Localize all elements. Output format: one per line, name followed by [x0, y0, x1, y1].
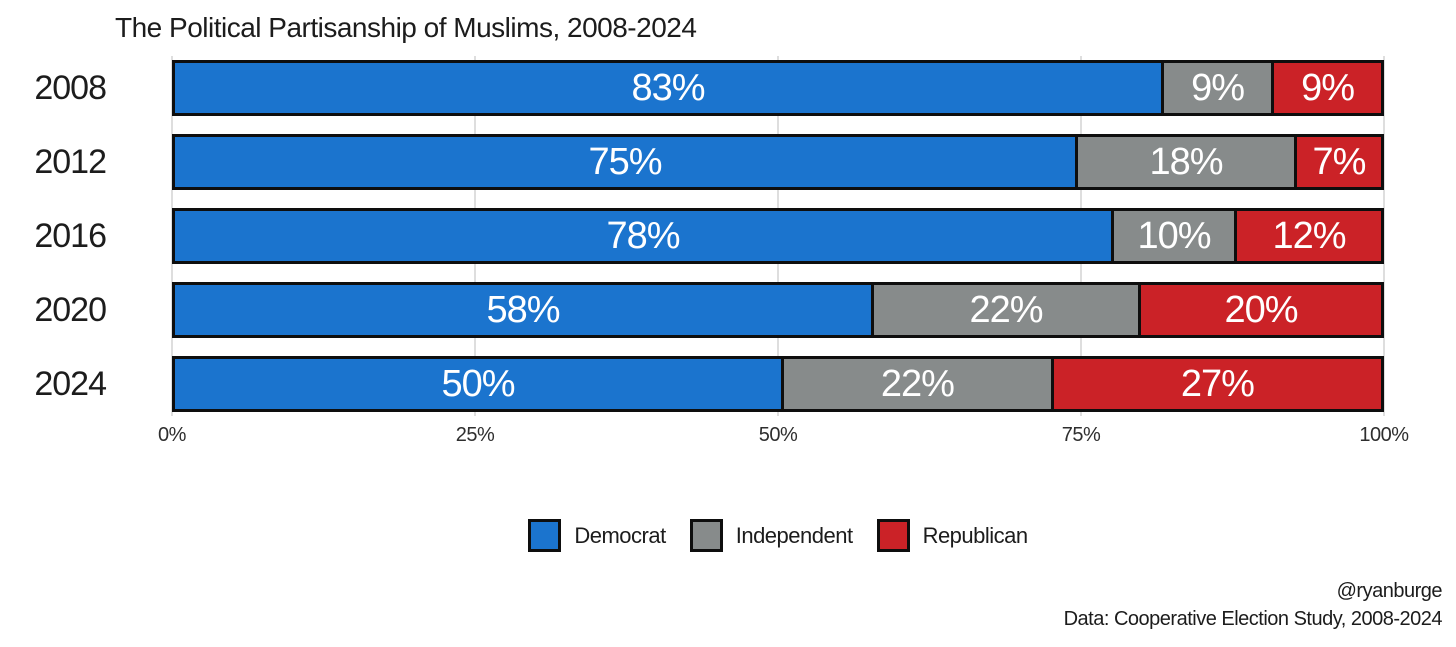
footer-source: Data: Cooperative Election Study, 2008-2…: [1063, 608, 1443, 630]
segment-value-label: 27%: [1180, 362, 1255, 405]
legend-label: Independent: [735, 522, 853, 548]
segment-value-label: 22%: [969, 288, 1043, 331]
segment-value-label: 22%: [880, 362, 955, 405]
legend-label: Democrat: [574, 522, 666, 548]
segment-democrat: 75%: [172, 134, 1078, 190]
legend-label: Republican: [922, 522, 1029, 548]
segment-independent: 10%: [1111, 208, 1237, 264]
segment-value-label: 18%: [1149, 140, 1223, 183]
stacked-bar: 75% 18% 7%: [172, 134, 1384, 190]
bar-row: 2008 83% 9% 9%: [0, 60, 1456, 116]
legend-item-republican: Republican: [876, 519, 1029, 552]
bar-row: 2012 75% 18% 7%: [0, 134, 1456, 190]
segment-value-label: 75%: [588, 140, 662, 183]
x-tick-label: 25%: [455, 424, 495, 446]
segment-republican: 7%: [1294, 134, 1384, 190]
bar-row: 2020 58% 22% 20%: [0, 282, 1456, 338]
legend-swatch-independent: [689, 519, 723, 552]
segment-value-label: 7%: [1312, 140, 1367, 183]
segment-democrat: 50%: [172, 356, 785, 412]
segment-republican: 20%: [1138, 282, 1384, 338]
legend-item-independent: Independent: [689, 519, 853, 552]
segment-value-label: 50%: [441, 362, 516, 405]
segment-independent: 22%: [871, 282, 1141, 338]
stacked-bar: 58% 22% 20%: [172, 282, 1384, 338]
year-label: 2020: [34, 290, 107, 329]
segment-republican: 27%: [1050, 356, 1384, 412]
segment-democrat: 83%: [172, 60, 1165, 116]
segment-independent: 18%: [1075, 134, 1297, 190]
segment-value-label: 78%: [606, 214, 680, 257]
chart-title: The Political Partisanship of Muslims, 2…: [115, 12, 697, 43]
bar-rows: 2008 83% 9% 9% 2012 75% 18% 7% 2016 78% 10% 12% 2020…: [0, 60, 1456, 430]
footer: @ryanburge Data: Cooperative Election St…: [1063, 577, 1443, 633]
legend-swatch-democrat: [528, 519, 562, 552]
segment-value-label: 9%: [1191, 66, 1245, 109]
segment-republican: 9%: [1271, 60, 1385, 116]
segment-value-label: 12%: [1272, 214, 1346, 257]
x-tick-label: 100%: [1359, 424, 1409, 446]
stacked-bar: 83% 9% 9%: [172, 60, 1385, 116]
segment-value-label: 10%: [1137, 214, 1211, 257]
segment-value-label: 20%: [1224, 288, 1298, 331]
legend-swatch-republican: [876, 519, 910, 552]
footer-handle: @ryanburge: [1336, 580, 1443, 602]
legend-item-democrat: Democrat: [528, 519, 666, 552]
bar-row: 2016 78% 10% 12%: [0, 208, 1456, 264]
segment-value-label: 83%: [631, 66, 706, 109]
segment-democrat: 58%: [172, 282, 874, 338]
year-label: 2016: [34, 216, 107, 255]
segment-independent: 9%: [1161, 60, 1275, 116]
year-label: 2024: [34, 364, 107, 403]
x-tick-label: 0%: [158, 424, 186, 446]
stacked-bar: 78% 10% 12%: [172, 208, 1384, 264]
stacked-bar: 50% 22% 27%: [172, 356, 1384, 412]
segment-value-label: 9%: [1301, 66, 1355, 109]
segment-independent: 22%: [781, 356, 1054, 412]
legend: Democrat Independent Republican: [172, 519, 1384, 552]
x-tick-label: 50%: [758, 424, 798, 446]
year-label: 2012: [34, 142, 107, 181]
segment-value-label: 58%: [486, 288, 560, 331]
bar-row: 2024 50% 22% 27%: [0, 356, 1456, 412]
gridline: [1383, 56, 1385, 416]
segment-democrat: 78%: [172, 208, 1114, 264]
x-axis-ticks: 0% 25% 50% 75% 100%: [158, 424, 1409, 450]
year-label: 2008: [34, 68, 107, 107]
segment-republican: 12%: [1234, 208, 1384, 264]
x-tick-label: 75%: [1061, 424, 1101, 446]
